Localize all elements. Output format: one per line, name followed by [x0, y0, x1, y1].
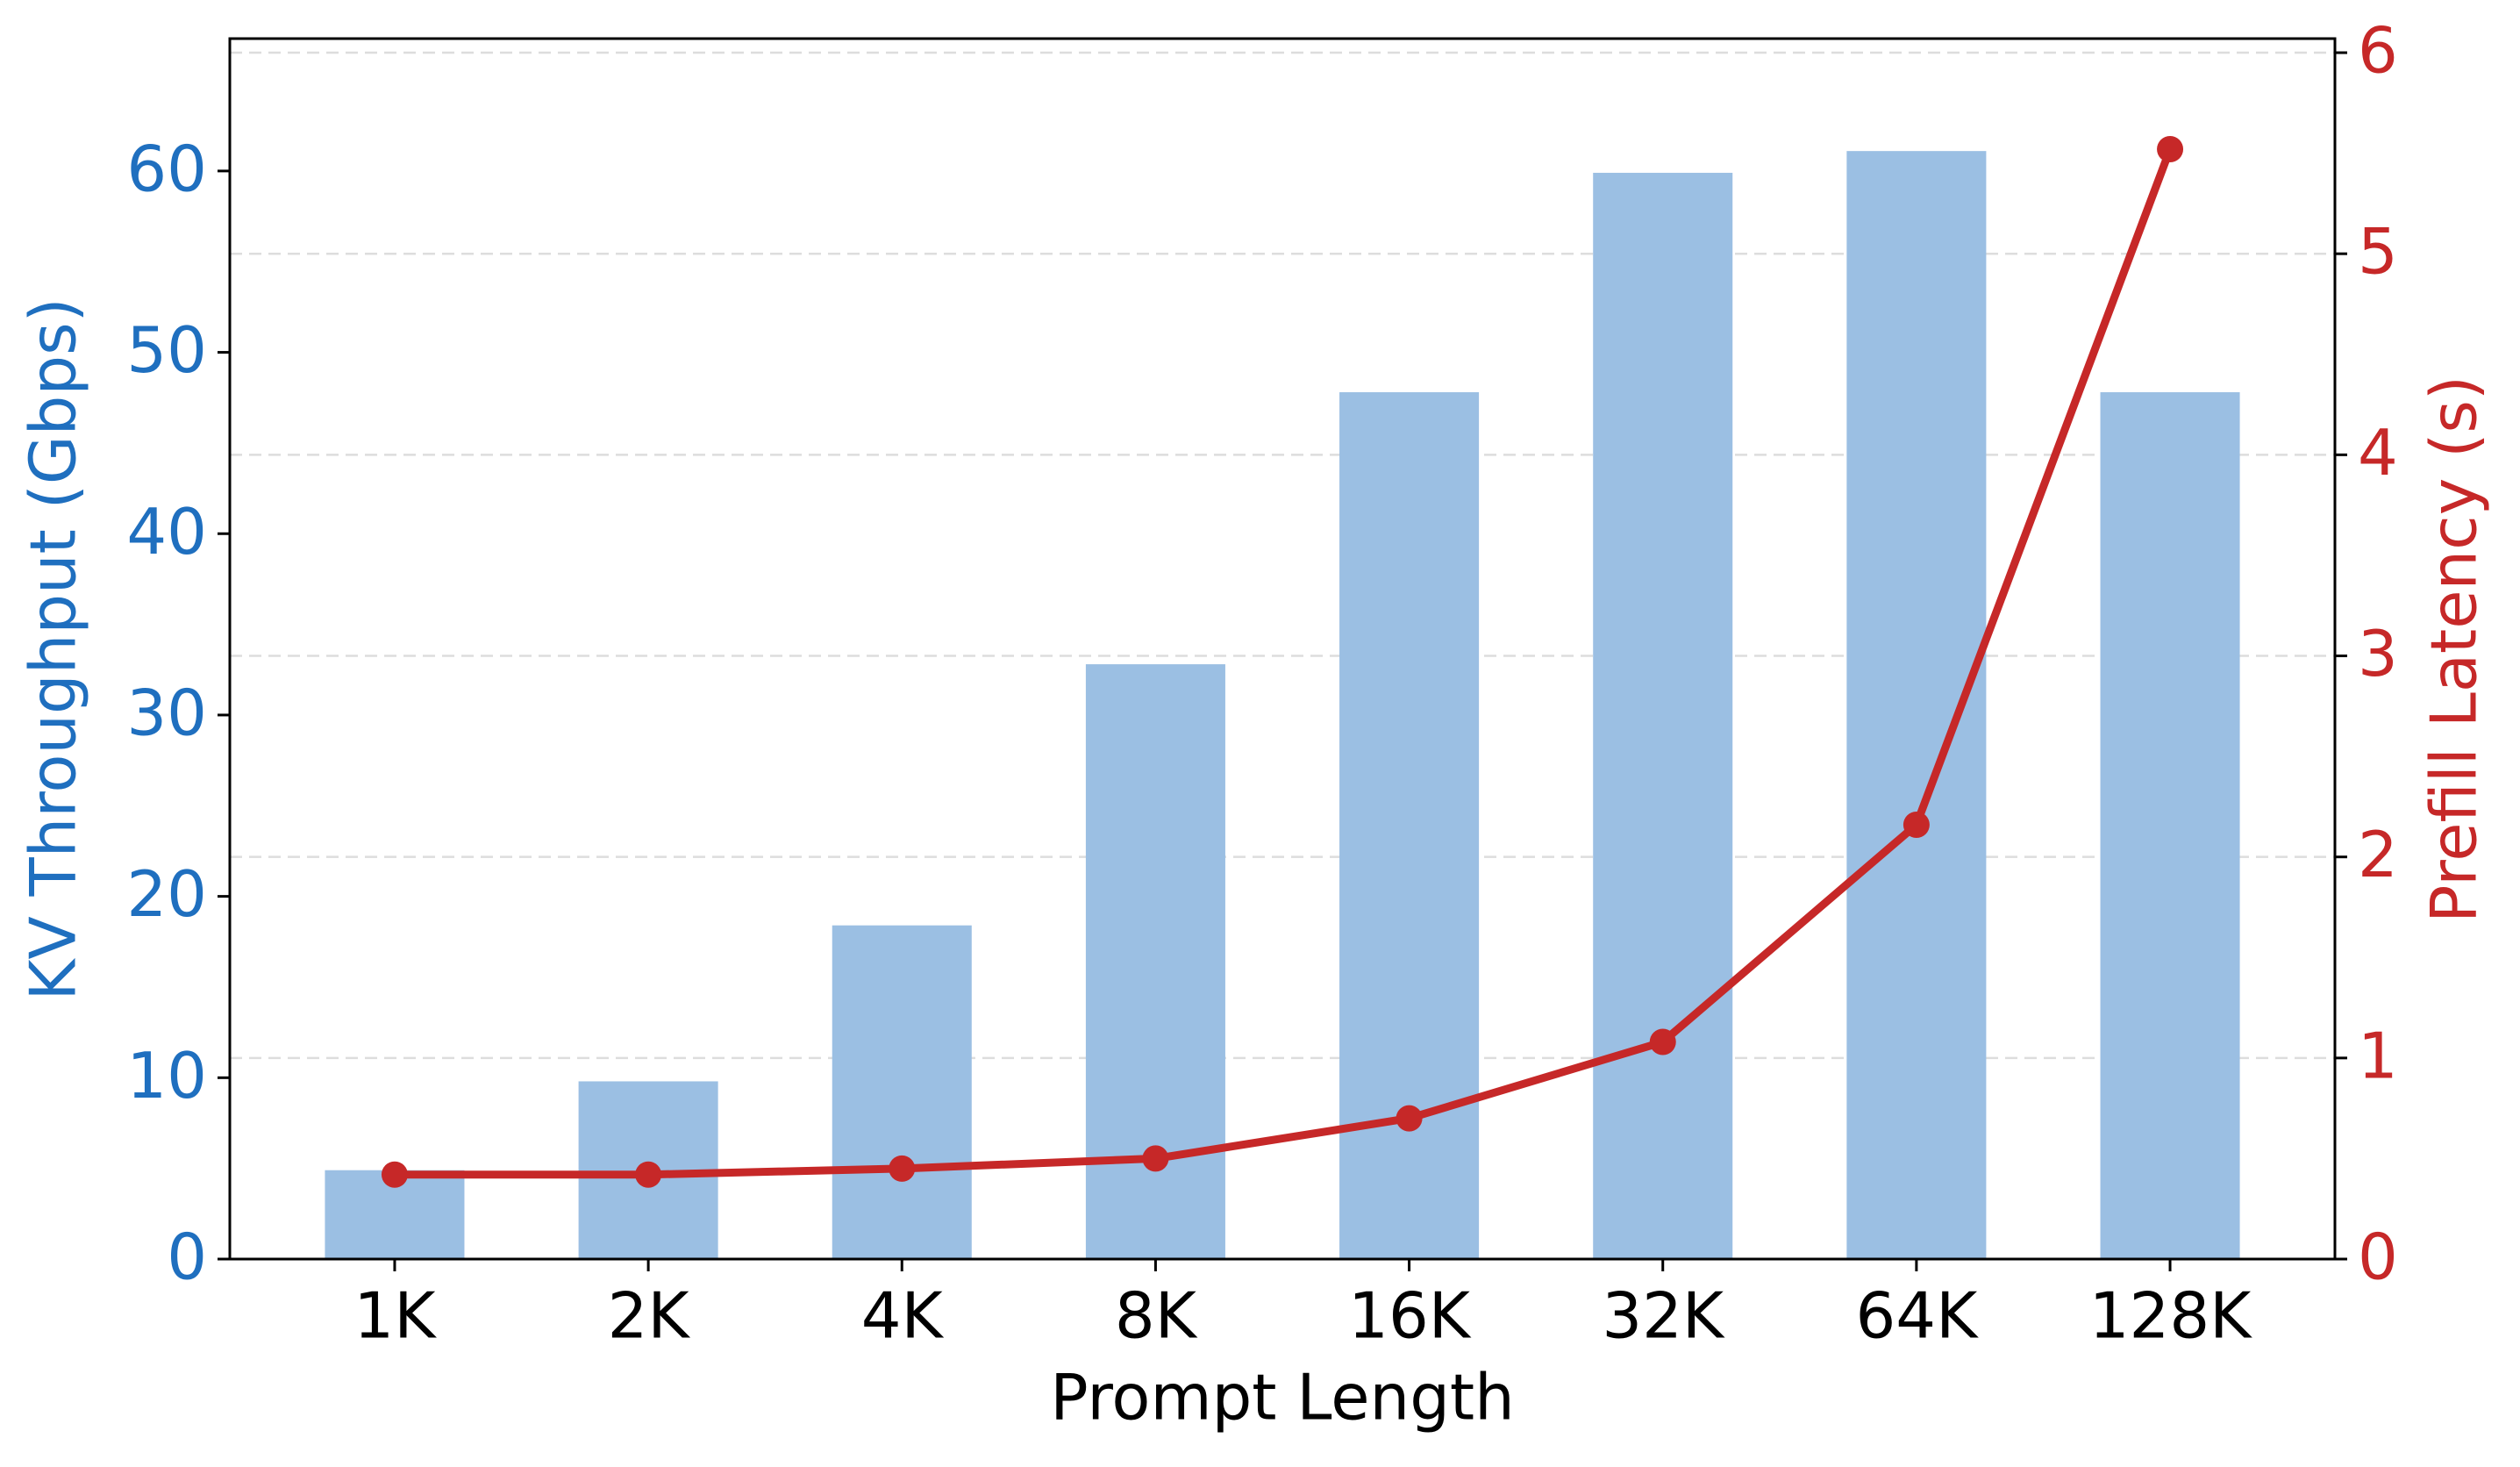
x-tick-label: 2K — [608, 1279, 691, 1353]
point — [889, 1155, 916, 1182]
y-tick-label: 60 — [126, 132, 207, 205]
point — [1396, 1105, 1423, 1132]
point — [2157, 136, 2184, 163]
x-tick-label: 8K — [1115, 1279, 1198, 1353]
y2-tick-label: 6 — [2358, 14, 2398, 88]
y2-tick-label: 0 — [2358, 1220, 2398, 1294]
y-tick-label: 10 — [126, 1039, 207, 1113]
y-tick-label: 0 — [167, 1220, 207, 1294]
point — [381, 1161, 408, 1188]
y2-axis-label: Prefill Latency (s) — [2417, 376, 2491, 923]
plot-frame — [228, 37, 2337, 1261]
y-tick-label: 40 — [126, 495, 207, 569]
x-tick-label: 32K — [1602, 1279, 1725, 1353]
y-tick-label: 20 — [126, 857, 207, 931]
x-tick-label: 16K — [1348, 1279, 1472, 1353]
line — [394, 147, 2174, 1179]
x-tick-label: 128K — [2089, 1279, 2252, 1353]
y-axis-label: KV Throughput (Gbps) — [17, 297, 90, 1000]
x-axis-label: Prompt Length — [1050, 1361, 1515, 1435]
bar — [2100, 392, 2240, 1259]
bar — [1593, 172, 1733, 1259]
x-tick-label: 1K — [353, 1279, 437, 1353]
x-tick-label: 4K — [861, 1279, 945, 1353]
y-tick-label: 50 — [126, 313, 207, 387]
x-tick-label: 64K — [1855, 1279, 1979, 1353]
y2-tick-label: 3 — [2358, 617, 2398, 691]
point — [1142, 1145, 1169, 1172]
y2-tick-label: 4 — [2358, 416, 2398, 490]
y2-tick-label: 5 — [2358, 215, 2398, 289]
point — [1649, 1028, 1676, 1056]
bar — [832, 925, 972, 1259]
y2-tick-label: 2 — [2358, 818, 2398, 891]
y2-tick-label: 1 — [2358, 1019, 2398, 1092]
point — [635, 1161, 662, 1188]
y-tick-label: 30 — [126, 676, 207, 749]
point — [1902, 812, 1930, 839]
